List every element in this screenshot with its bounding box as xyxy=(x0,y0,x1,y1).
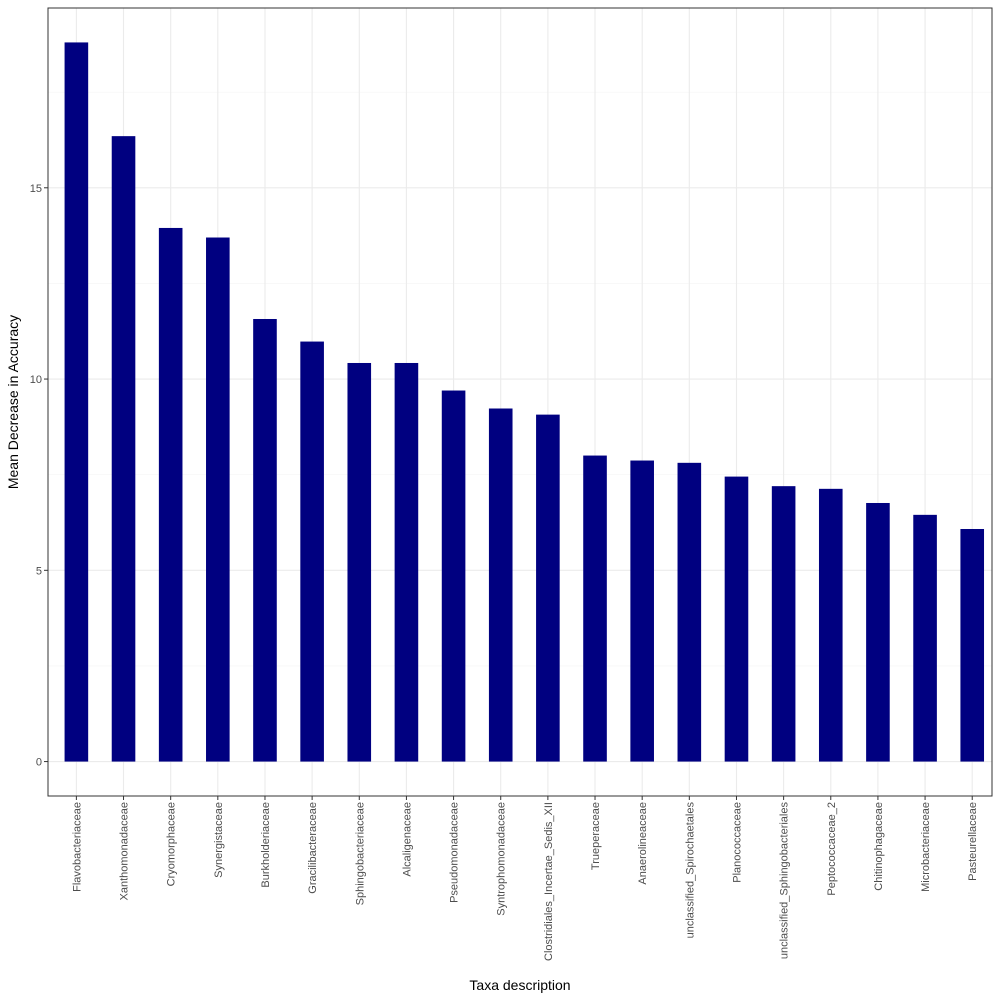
x-tick-label: Anaerolineaceae xyxy=(637,802,649,885)
x-tick-label: Syntrophomonadaceae xyxy=(496,802,508,916)
bar xyxy=(771,486,796,762)
y-tick-label: 0 xyxy=(36,757,42,769)
bar xyxy=(913,514,937,762)
x-axis-ticks: Flavobacteriaceae Xanthomonadaceae Cryomor… xyxy=(71,796,979,961)
bar xyxy=(583,455,607,762)
x-tick-label: Planococcaceae xyxy=(731,802,743,883)
x-tick-label: Flavobacteriaceae xyxy=(71,802,83,892)
x-tick-label: Trueperaceae xyxy=(590,802,602,870)
bar xyxy=(158,227,183,762)
x-tick-label: Pasteurellaceae xyxy=(967,802,979,881)
x-tick-label: unclassified_Sphingobacteriales xyxy=(779,802,791,960)
bar xyxy=(394,362,419,762)
bar xyxy=(677,462,702,762)
bars xyxy=(64,42,985,762)
plot-panel xyxy=(48,8,992,796)
x-tick-label: Xanthomonadaceae xyxy=(119,802,131,900)
x-tick-label: Alcaligenaceae xyxy=(401,802,413,877)
x-tick-label: Cryomorphaceae xyxy=(166,802,178,886)
x-axis-title: Taxa description xyxy=(469,977,570,993)
x-tick-label: Microbacteriaceae xyxy=(920,802,932,892)
x-tick-label: Gracilibacteraceae xyxy=(307,802,319,894)
bar xyxy=(206,237,230,762)
bar xyxy=(111,136,136,762)
y-axis-title: Mean Decrease in Accuracy xyxy=(5,315,21,489)
bar xyxy=(253,318,277,762)
panel-border xyxy=(47,7,993,797)
y-axis-ticks: 0 5 10 15 xyxy=(30,183,48,769)
bar xyxy=(347,362,372,762)
x-tick-label: Clostridiales_Incertae_Sedis_XII xyxy=(543,802,555,961)
x-tick-label: Pseudomonadaceae xyxy=(449,802,461,903)
bar xyxy=(818,488,843,762)
bar xyxy=(866,502,890,762)
x-tick-label: unclassified_Spirochaetales xyxy=(684,802,696,939)
bar xyxy=(64,42,89,762)
x-tick-label: Sphingobacteriaceae xyxy=(354,802,366,905)
bar xyxy=(441,390,466,762)
y-tick-label: 10 xyxy=(30,374,42,386)
bar xyxy=(724,476,749,762)
x-tick-label: Burkholderiaceae xyxy=(260,802,272,888)
y-tick-label: 15 xyxy=(30,183,42,195)
bar xyxy=(488,408,513,762)
bar xyxy=(630,460,654,762)
y-tick-label: 5 xyxy=(36,565,42,577)
bar xyxy=(960,528,985,762)
x-tick-label: Peptococcaceae_2 xyxy=(826,802,838,896)
x-tick-label: Chitinophagaceae xyxy=(873,802,885,891)
bar xyxy=(300,341,324,762)
x-tick-label: Synergistaceae xyxy=(213,802,225,878)
bar xyxy=(536,414,560,762)
